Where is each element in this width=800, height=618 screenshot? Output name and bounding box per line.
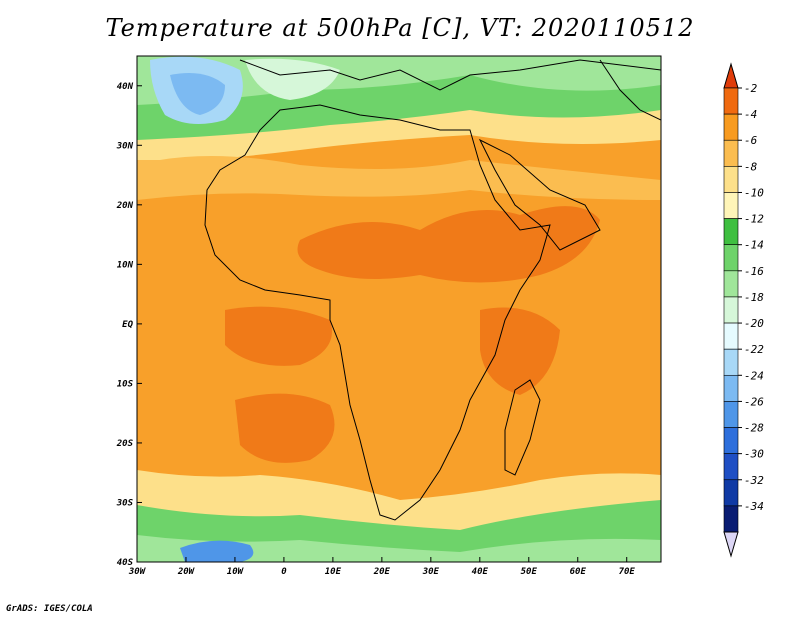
colorbar-swatch	[723, 87, 739, 115]
lat-tick-label: 30S	[116, 498, 134, 508]
field-pale-patch	[245, 58, 340, 100]
colorbar-swatch	[723, 270, 739, 298]
asia-coastline	[599, 59, 661, 121]
colorbar-label: -20	[744, 317, 764, 330]
field-cold-blob-south	[180, 540, 254, 562]
colorbar-swatch	[723, 322, 739, 350]
colorbar-label: -16	[744, 265, 764, 278]
lon-tick-label: 20W	[177, 567, 196, 577]
field-warm-sahel	[297, 206, 600, 283]
colorbar-swatch	[723, 192, 739, 219]
lon-tick-label: 10E	[325, 567, 342, 577]
lat-tick-label: EQ	[122, 320, 133, 330]
colorbar-swatch	[723, 296, 739, 324]
lat-tick-label: 10S	[117, 379, 134, 389]
lon-tick-label: 30E	[422, 567, 440, 577]
colorbar-label: -2	[744, 82, 758, 95]
colorbar-swatch	[723, 113, 739, 141]
lon-tick-label: 60E	[570, 567, 587, 577]
field-warm-atlantic	[225, 306, 332, 366]
arabia-coastline	[478, 138, 601, 251]
lat-tick-label: 30N	[116, 141, 134, 151]
colorbar-bottom-arrow	[723, 531, 739, 558]
colorbar-label: -12	[744, 213, 764, 226]
lon-tick-label: 30W	[128, 567, 147, 577]
africa-coastline	[204, 104, 551, 521]
coastlines	[204, 59, 661, 521]
lat-tick-label: 40N	[117, 82, 134, 92]
lon-tick-label: 50E	[521, 567, 538, 577]
field-south-lightgreen	[137, 535, 661, 562]
field-cold-core-north	[170, 72, 225, 115]
colorbar-swatch	[723, 401, 739, 428]
field-warm-south-atlantic	[235, 393, 335, 463]
colorbar-label: -8	[744, 160, 758, 173]
lat-tick-label: 10N	[117, 260, 134, 270]
lat-tick-label: 20N	[116, 201, 134, 211]
colorbar-label: -26	[744, 395, 764, 408]
colorbar-label: -14	[744, 239, 764, 252]
europe-coastline	[239, 59, 661, 91]
colorbar-swatch	[723, 427, 739, 454]
colorbar-swatch	[723, 348, 739, 376]
field-band-transition	[137, 156, 661, 200]
lon-tick-label: 40E	[472, 567, 489, 577]
colorbar-swatch	[723, 479, 739, 507]
colorbar-label: -18	[744, 291, 764, 304]
grads-credit: GrADS: IGES/COLA	[6, 604, 93, 614]
colorbar-swatch	[723, 505, 739, 533]
colorbar-swatch	[723, 139, 739, 167]
lat-tick-label: 40S	[117, 558, 134, 568]
colorbar-label: -30	[744, 448, 764, 461]
map-title: Temperature at 500hPa [C], VT: 202011051…	[105, 14, 695, 42]
lon-tick-label: 0	[281, 567, 287, 577]
colorbar: -2 -4 -6 -8 -10 -12 -14 -16 -18 -20 -22 -24 -26 -28 -3…	[723, 62, 764, 558]
colorbar-label: -6	[744, 134, 758, 147]
colorbar-label: -4	[744, 108, 757, 121]
colorbar-swatch	[723, 218, 739, 246]
madagascar-coastline	[504, 379, 541, 476]
colorbar-swatch	[723, 374, 739, 402]
map-frame	[136, 55, 662, 563]
colorbar-label: -24	[744, 369, 764, 382]
colorbar-label: -28	[744, 422, 764, 435]
temperature-field	[137, 56, 661, 562]
lat-tick-label: 20S	[116, 439, 134, 449]
colorbar-label: -10	[744, 186, 764, 199]
colorbar-top-arrow	[723, 62, 739, 89]
colorbar-swatch	[723, 453, 739, 481]
colorbar-swatch	[723, 244, 739, 272]
lon-tick-label: 20E	[373, 567, 391, 577]
colorbar-label: -34	[744, 500, 764, 513]
colorbar-swatch	[723, 166, 739, 193]
longitude-axis: 30W 20W 10W 0 10E 20E 30E 40E 50E 60E 70E	[128, 557, 636, 577]
lon-tick-label: 10W	[227, 567, 245, 577]
lon-tick-label: 70E	[619, 567, 636, 577]
latitude-axis: 40N 30N 20N 10N EQ 10S 20S 30S 40S	[116, 82, 142, 568]
field-warm-indian	[480, 307, 560, 395]
colorbar-label: -22	[744, 343, 764, 356]
colorbar-label: -32	[744, 474, 764, 487]
